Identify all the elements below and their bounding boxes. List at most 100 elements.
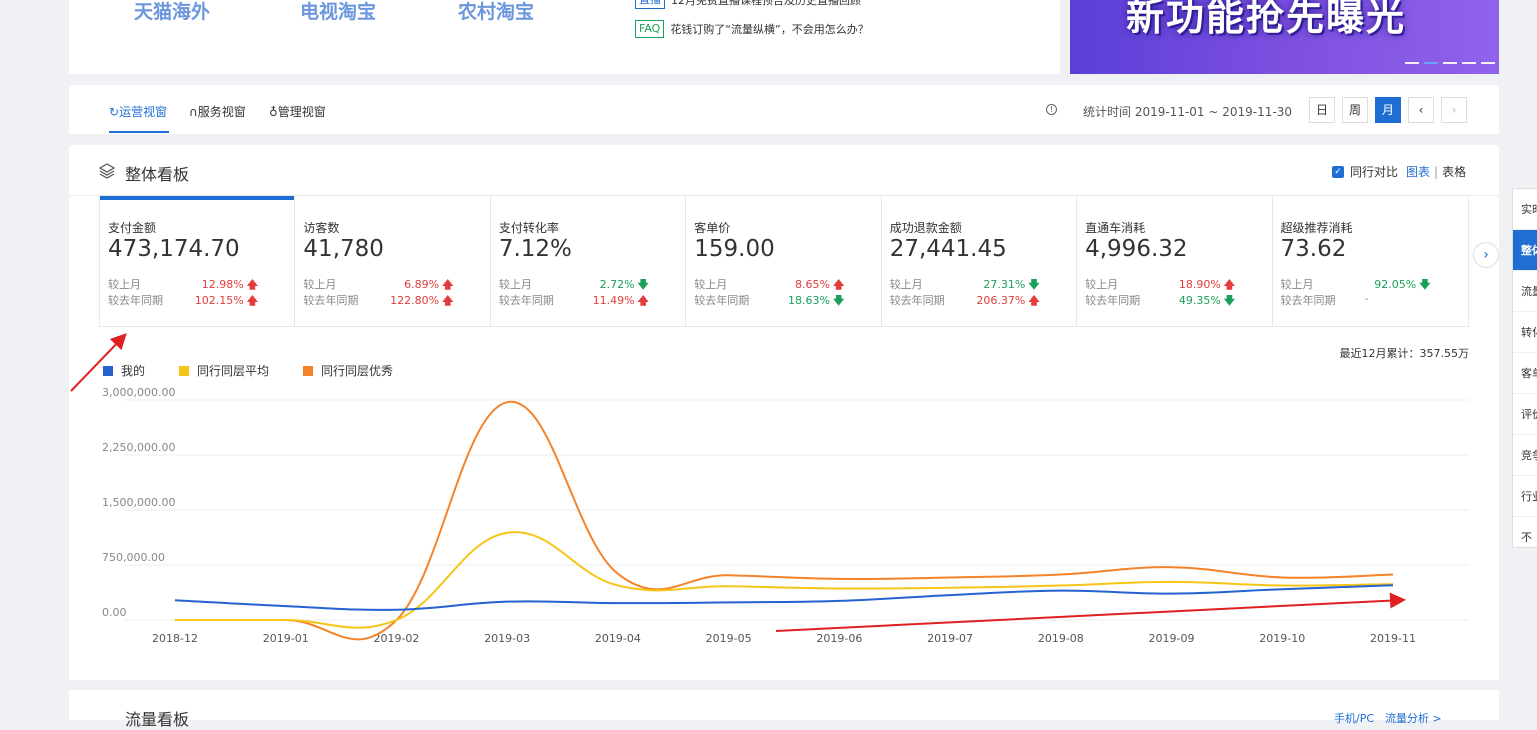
- metric-card[interactable]: 支付转化率 7.12% 较上月 2.72% 🡇 较去年同期 11.49% 🡅: [491, 196, 687, 326]
- tab-operations[interactable]: ↻运营视窗: [109, 105, 168, 119]
- prev-period-button[interactable]: ‹: [1408, 97, 1434, 123]
- metric-name: 支付转化率: [498, 221, 559, 235]
- refresh-icon: ↻: [109, 105, 120, 119]
- metric-value: 159.00: [694, 236, 775, 262]
- series-line-peer-top[interactable]: [175, 401, 1394, 641]
- side-nav-item[interactable]: 整体: [1513, 230, 1537, 271]
- side-nav-item[interactable]: 行业: [1513, 476, 1537, 517]
- metric-card[interactable]: 访客数 41,780 较上月 6.89% 🡅 较去年同期 122.80% 🡅: [295, 196, 491, 326]
- side-nav-item[interactable]: 竞争: [1513, 435, 1537, 476]
- notice-faq[interactable]: FAQ 花钱订购了“流量纵横”，不会用怎么办？: [635, 20, 869, 38]
- info-icon[interactable]: !: [1046, 104, 1057, 115]
- compare-label: 同行对比: [1350, 165, 1399, 179]
- metric-card[interactable]: 支付金额 473,174.70 较上月 12.98% 🡅 较去年同期 102.15% 🡅: [100, 196, 296, 326]
- arrow-up-icon: 🡅: [637, 294, 649, 307]
- next-period-button[interactable]: ›: [1441, 97, 1467, 123]
- x-tick-label: 2019-01: [263, 632, 309, 645]
- metric-value: 73.62: [1280, 236, 1347, 262]
- notice-live-text: 12月免费直播课程预告及历史直播回顾: [671, 0, 861, 7]
- side-nav-item[interactable]: 不: [1513, 517, 1537, 558]
- x-tick-label: 2019-08: [1038, 632, 1084, 645]
- link-rural-taobao[interactable]: 农村淘宝: [458, 1, 535, 23]
- metric-card[interactable]: 直通车消耗 4,996.32 较上月 18.90% 🡅 较去年同期 49.35% 🡇: [1077, 196, 1273, 326]
- view-table-link[interactable]: 表格: [1442, 165, 1467, 179]
- metrics-next-button[interactable]: ›: [1473, 242, 1499, 268]
- metric-mom-row: 较上月 8.65% 🡅: [694, 278, 845, 291]
- headset-icon: ∩: [189, 105, 198, 119]
- metric-yoy-row: 较去年同期 49.35% 🡇: [1085, 294, 1236, 307]
- series-line-peer-avg[interactable]: [175, 531, 1394, 629]
- metric-cards: 支付金额 473,174.70 较上月 12.98% 🡅 较去年同期 102.15% 🡅 访客数…: [99, 195, 1469, 327]
- x-tick-label: 2019-05: [706, 632, 752, 645]
- active-tab-underline: [109, 131, 169, 133]
- notice-live[interactable]: 直播 12月免费直播课程预告及历史直播回顾: [635, 0, 861, 9]
- x-tick-label: 2019-11: [1370, 632, 1416, 645]
- arrow-up-icon: 🡅: [442, 294, 454, 307]
- side-nav-item[interactable]: 客单: [1513, 353, 1537, 394]
- metric-card[interactable]: 客单价 159.00 较上月 8.65% 🡅 较去年同期 18.63% 🡇: [686, 196, 882, 326]
- legend-mine[interactable]: 我的: [103, 362, 145, 379]
- compare-checkbox[interactable]: ✓: [1332, 165, 1344, 178]
- x-tick-label: 2019-04: [595, 632, 641, 645]
- metric-value: 473,174.70: [108, 236, 240, 262]
- y-tick-label: 3,000,000.00: [102, 386, 175, 399]
- metric-yoy-row: 较去年同期 18.63% 🡇: [694, 294, 845, 307]
- link-tmall-global[interactable]: 天猫海外: [134, 1, 211, 23]
- metric-value: 27,441.45: [889, 236, 1007, 262]
- overall-dashboard-panel: 整体看板 ✓ 同行对比 图表 | 表格 支付金额 473,174.70 较上月 12.…: [69, 145, 1499, 680]
- period-day-button[interactable]: 日: [1309, 97, 1335, 123]
- trend-line-chart: 0.00 750,000.00 1,500,000.00 2,250,000.00 3,…: [102, 386, 1469, 645]
- arrow-up-icon: 🡅: [246, 278, 258, 291]
- metric-mom-row: 较上月 6.89% 🡅: [303, 278, 454, 291]
- side-nav-item[interactable]: 评价: [1513, 394, 1537, 435]
- legend-peer-top[interactable]: 同行同层优秀: [303, 362, 393, 379]
- x-tick-label: 2019-07: [927, 632, 973, 645]
- metric-yoy-row: 较去年同期 102.15% 🡅: [108, 294, 258, 307]
- metric-value: 41,780: [303, 236, 384, 262]
- medal-icon: ♁: [269, 105, 278, 119]
- carousel-dots[interactable]: [1405, 62, 1495, 64]
- metric-name: 直通车消耗: [1085, 221, 1146, 235]
- side-nav: 实时整体流量转化客单评价竞争行业不: [1512, 188, 1537, 558]
- arrow-down-icon: 🡇: [637, 278, 649, 291]
- chart-legend: 我的 同行同层平均 同行同层优秀: [103, 362, 427, 379]
- metric-mom-row: 较上月 12.98% 🡅: [108, 278, 258, 291]
- view-chart-link[interactable]: 图表: [1406, 165, 1431, 179]
- side-nav-item[interactable]: 实时: [1513, 189, 1537, 230]
- live-tag: 直播: [635, 0, 665, 9]
- arrow-up-icon: 🡅: [1223, 278, 1236, 291]
- metric-name: 客单价: [694, 221, 731, 235]
- traffic-panel-title: 流量看板: [125, 710, 190, 729]
- metric-mom-row: 较上月 27.31% 🡇: [889, 278, 1040, 291]
- metric-card[interactable]: 成功退款金额 27,441.45 较上月 27.31% 🡇 较去年同期 206.37% 🡅: [882, 196, 1078, 326]
- chevron-right-icon: ›: [1483, 247, 1489, 263]
- metric-card[interactable]: 超级推荐消耗 73.62 较上月 92.05% 🡇 较去年同期 -: [1273, 196, 1468, 326]
- metric-yoy-row: 较去年同期 206.37% 🡅: [889, 294, 1040, 307]
- metric-value: 4,996.32: [1085, 236, 1188, 262]
- compare-controls: ✓ 同行对比 图表 | 表格: [1332, 163, 1466, 180]
- arrow-up-icon: 🡅: [1028, 294, 1040, 307]
- link-tv-taobao[interactable]: 电视淘宝: [300, 1, 377, 23]
- notice-faq-text: 花钱订购了“流量纵横”，不会用怎么办？: [670, 23, 869, 36]
- x-tick-label: 2018-12: [152, 632, 198, 645]
- y-tick-label: 2,250,000.00: [102, 441, 175, 454]
- metric-name: 支付金额: [108, 221, 157, 235]
- metric-value: 7.12%: [498, 236, 572, 262]
- series-line-mine[interactable]: [174, 584, 1394, 611]
- panel-title: 整体看板: [125, 165, 190, 184]
- x-tick-label: 2019-06: [816, 632, 862, 645]
- period-month-button[interactable]: 月: [1375, 97, 1401, 123]
- metric-mom-row: 较上月 2.72% 🡇: [498, 278, 649, 291]
- traffic-panel-links[interactable]: 手机/PC 流量分析 >: [1334, 712, 1442, 725]
- x-tick-label: 2019-03: [484, 632, 530, 645]
- top-banner: 天猫海外 电视淘宝 农村淘宝 直播 12月免费直播课程预告及历史直播回顾 FAQ…: [69, 0, 1060, 74]
- metric-mom-row: 较上月 18.90% 🡅: [1085, 278, 1236, 291]
- legend-peer-avg[interactable]: 同行同层平均: [179, 362, 269, 379]
- tab-management[interactable]: ♁管理视窗: [269, 105, 326, 119]
- side-nav-item[interactable]: 转化: [1513, 312, 1537, 353]
- tab-service[interactable]: ∩服务视窗: [189, 105, 246, 119]
- side-nav-item[interactable]: 流量: [1513, 271, 1537, 312]
- ad-banner[interactable]: 新功能抢先曝光: [1070, 0, 1499, 74]
- layers-icon: [99, 163, 115, 179]
- period-week-button[interactable]: 周: [1342, 97, 1368, 123]
